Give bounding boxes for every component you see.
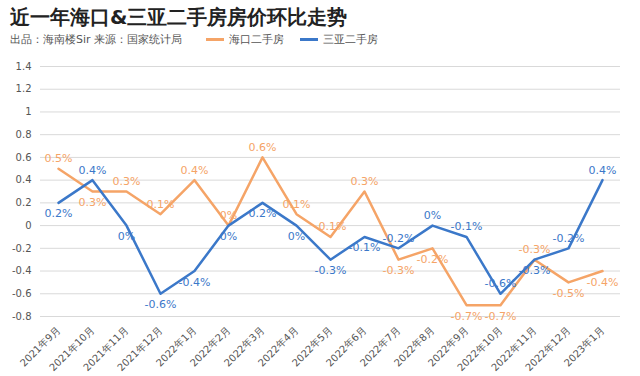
svg-text:0%: 0%	[288, 230, 305, 243]
svg-text:2021年9月: 2021年9月	[17, 324, 63, 369]
svg-text:0.6: 0.6	[16, 152, 32, 163]
svg-text:-0.3%: -0.3%	[383, 264, 415, 277]
svg-text:-0.2%: -0.2%	[553, 232, 585, 245]
svg-text:2021年12月: 2021年12月	[115, 324, 164, 373]
svg-text:2022年12月: 2022年12月	[523, 324, 572, 373]
html-text:近一年海口&三亚二手房房价环比走势: 近一年海口&三亚二手房房价环比走势	[10, 5, 348, 29]
svg-text:-0.1%: -0.1%	[349, 241, 381, 254]
svg-text:0.3%: 0.3%	[113, 175, 141, 188]
svg-text:2023年1月: 2023年1月	[562, 324, 606, 368]
svg-text:0.1%: 0.1%	[147, 198, 175, 211]
svg-text:2022年8月: 2022年8月	[391, 324, 437, 369]
svg-text:-0.3%: -0.3%	[315, 264, 347, 277]
svg-text:2022年11月: 2022年11月	[489, 324, 539, 374]
svg-text:0.3%: 0.3%	[351, 175, 379, 188]
svg-text:0.2: 0.2	[16, 197, 32, 208]
svg-text:2022年3月: 2022年3月	[221, 324, 267, 369]
svg-text:2021年10月: 2021年10月	[47, 324, 97, 374]
html-text:出品：海南楼Sir 来源：国家统计局: 出品：海南楼Sir 来源：国家统计局	[10, 33, 183, 46]
svg-text:0.3%: 0.3%	[79, 196, 107, 209]
svg-text:-0.4%: -0.4%	[587, 276, 619, 289]
svg-text:-0.6%: -0.6%	[145, 298, 177, 311]
svg-text:0.2%: 0.2%	[45, 207, 73, 220]
svg-text:-0.7%: -0.7%	[451, 310, 483, 323]
svg-text:0.5%: 0.5%	[45, 152, 73, 165]
svg-text:2022年1月: 2022年1月	[153, 324, 199, 369]
svg-text:0.4%: 0.4%	[589, 164, 617, 177]
html-text:三亚二手房: 三亚二手房	[323, 33, 379, 46]
svg-text:-0.3%: -0.3%	[519, 264, 551, 277]
svg-text:2022年2月: 2022年2月	[187, 324, 233, 369]
svg-text:2022年10月: 2022年10月	[455, 324, 505, 374]
svg-text:1.4: 1.4	[16, 61, 32, 72]
svg-text:2022年7月: 2022年7月	[357, 324, 403, 369]
svg-text:-0.6%: -0.6%	[485, 277, 517, 290]
svg-text:2022年4月: 2022年4月	[255, 324, 301, 369]
svg-text:0.2%: 0.2%	[249, 207, 277, 220]
svg-text:2021年11月: 2021年11月	[81, 324, 131, 374]
svg-text:-0.3%: -0.3%	[519, 243, 551, 256]
svg-text:0%: 0%	[118, 230, 135, 243]
svg-text:-0.2%: -0.2%	[383, 232, 415, 245]
svg-text:0.4: 0.4	[16, 174, 32, 185]
svg-text:-0.1%: -0.1%	[315, 220, 347, 233]
svg-text:1: 1	[25, 106, 31, 117]
svg-text:1.2: 1.2	[16, 83, 32, 94]
svg-text:0%: 0%	[424, 209, 441, 222]
svg-text:0%: 0%	[220, 230, 237, 243]
svg-text:-0.5%: -0.5%	[553, 287, 585, 300]
svg-text:-0.6: -0.6	[12, 288, 32, 299]
svg-text:-0.4: -0.4	[12, 265, 32, 276]
svg-text:0.6%: 0.6%	[249, 141, 277, 154]
svg-text:2022年9月: 2022年9月	[425, 324, 471, 369]
svg-text:0%: 0%	[219, 209, 238, 223]
svg-text:0: 0	[25, 220, 31, 231]
svg-text:2022年5月: 2022年5月	[289, 324, 335, 369]
svg-text:-0.1%: -0.1%	[451, 220, 483, 233]
svg-text:-0.7%: -0.7%	[485, 310, 517, 323]
svg-text:0.8: 0.8	[16, 129, 32, 140]
svg-text:-0.8: -0.8	[12, 311, 32, 322]
svg-text:-0.4%: -0.4%	[179, 276, 211, 289]
svg-text:0.1%: 0.1%	[283, 198, 311, 211]
svg-text:-0.2%: -0.2%	[417, 253, 449, 266]
svg-text:-0.2: -0.2	[12, 243, 32, 254]
svg-text:0.4%: 0.4%	[79, 164, 107, 177]
svg-text:2022年6月: 2022年6月	[323, 324, 369, 369]
svg-text:0.4%: 0.4%	[181, 164, 209, 177]
html-text:海口二手房: 海口二手房	[229, 33, 285, 46]
